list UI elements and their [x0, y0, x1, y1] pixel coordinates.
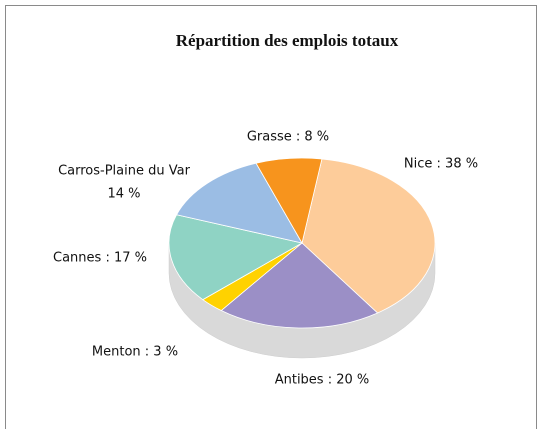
- slice-label: Cannes : 17 %: [53, 251, 147, 266]
- pie-slice: [168, 214, 304, 301]
- chart-title: Répartition des emplois totaux: [176, 31, 399, 50]
- pie-slice: [255, 157, 323, 245]
- pie-slice: [175, 162, 303, 244]
- slice-label: Nice : 38 %: [404, 157, 478, 172]
- slice-label: Carros-Plaine du Var 14 %: [58, 163, 191, 201]
- slice-label: Grasse : 8 %: [247, 130, 329, 145]
- pie-slice: [301, 158, 436, 314]
- slice-label: Antibes : 20 %: [275, 373, 370, 388]
- pie-slice: [220, 242, 379, 329]
- slice-label: Menton : 3 %: [92, 345, 178, 360]
